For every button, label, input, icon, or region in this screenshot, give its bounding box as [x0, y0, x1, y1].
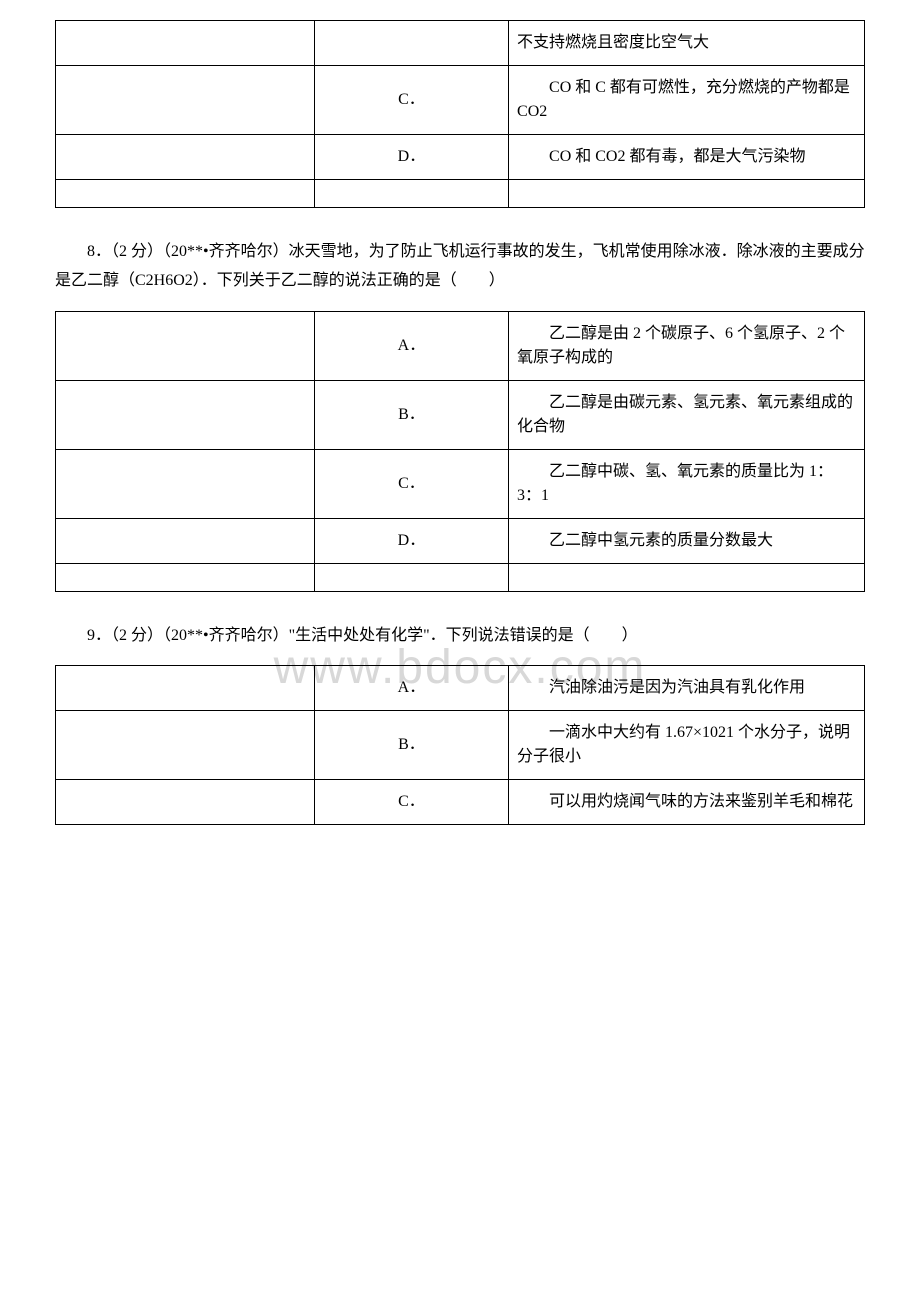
option-text: CO 和 C 都有可燃性，充分燃烧的产物都是 CO2	[509, 66, 865, 135]
option-label: B．	[314, 380, 508, 449]
option-label: C．	[314, 780, 508, 825]
table-row	[56, 180, 865, 208]
table-row: C． CO 和 C 都有可燃性，充分燃烧的产物都是 CO2	[56, 66, 865, 135]
option-label: D．	[314, 135, 508, 180]
table-row	[56, 563, 865, 591]
question7-options-table: 不支持燃烧且密度比空气大 C． CO 和 C 都有可燃性，充分燃烧的产物都是 C…	[55, 20, 865, 208]
cell-empty	[509, 180, 865, 208]
option-label: B．	[314, 711, 508, 780]
cell-empty	[509, 563, 865, 591]
option-label: A．	[314, 311, 508, 380]
option-label: C．	[314, 449, 508, 518]
cell-empty	[56, 780, 315, 825]
table-row: D． CO 和 CO2 都有毒，都是大气污染物	[56, 135, 865, 180]
option-text: 乙二醇中氢元素的质量分数最大	[509, 518, 865, 563]
cell-empty	[56, 21, 315, 66]
option-label	[314, 21, 508, 66]
option-label: D．	[314, 518, 508, 563]
cell-empty	[56, 449, 315, 518]
option-label: C．	[314, 66, 508, 135]
table-row: 不支持燃烧且密度比空气大	[56, 21, 865, 66]
option-text: 乙二醇是由碳元素、氢元素、氧元素组成的化合物	[509, 380, 865, 449]
cell-empty	[56, 666, 315, 711]
cell-empty	[56, 311, 315, 380]
option-text: 可以用灼烧闻气味的方法来鉴别羊毛和棉花	[509, 780, 865, 825]
cell-empty	[56, 711, 315, 780]
option-text: 一滴水中大约有 1.67×1021 个水分子，说明分子很小	[509, 711, 865, 780]
question9-text: 9．（2 分）（20**•齐齐哈尔）"生活中处处有化学"．下列说法错误的是（ ）	[55, 622, 865, 651]
option-text: 汽油除油污是因为汽油具有乳化作用	[509, 666, 865, 711]
question8-text: 8．（2 分）（20**•齐齐哈尔）冰天雪地，为了防止飞机运行事故的发生，飞机常…	[55, 238, 865, 296]
table-row: B． 乙二醇是由碳元素、氢元素、氧元素组成的化合物	[56, 380, 865, 449]
option-text: CO 和 CO2 都有毒，都是大气污染物	[509, 135, 865, 180]
question8-options-table: A． 乙二醇是由 2 个碳原子、6 个氢原子、2 个氧原子构成的 B． 乙二醇是…	[55, 311, 865, 592]
table-row: B． 一滴水中大约有 1.67×1021 个水分子，说明分子很小	[56, 711, 865, 780]
question9-options-table: A． 汽油除油污是因为汽油具有乳化作用 B． 一滴水中大约有 1.67×1021…	[55, 665, 865, 825]
table-row: A． 汽油除油污是因为汽油具有乳化作用	[56, 666, 865, 711]
option-text: 乙二醇是由 2 个碳原子、6 个氢原子、2 个氧原子构成的	[509, 311, 865, 380]
option-text: 乙二醇中碳、氢、氧元素的质量比为 1：3：1	[509, 449, 865, 518]
table-row: A． 乙二醇是由 2 个碳原子、6 个氢原子、2 个氧原子构成的	[56, 311, 865, 380]
cell-empty	[56, 180, 315, 208]
cell-empty	[314, 563, 508, 591]
cell-empty	[56, 380, 315, 449]
cell-empty	[314, 180, 508, 208]
cell-empty	[56, 563, 315, 591]
cell-empty	[56, 66, 315, 135]
cell-empty	[56, 135, 315, 180]
table-row: D． 乙二醇中氢元素的质量分数最大	[56, 518, 865, 563]
table-row: C． 乙二醇中碳、氢、氧元素的质量比为 1：3：1	[56, 449, 865, 518]
option-label: A．	[314, 666, 508, 711]
cell-empty	[56, 518, 315, 563]
table-row: C． 可以用灼烧闻气味的方法来鉴别羊毛和棉花	[56, 780, 865, 825]
option-text: 不支持燃烧且密度比空气大	[509, 21, 865, 66]
